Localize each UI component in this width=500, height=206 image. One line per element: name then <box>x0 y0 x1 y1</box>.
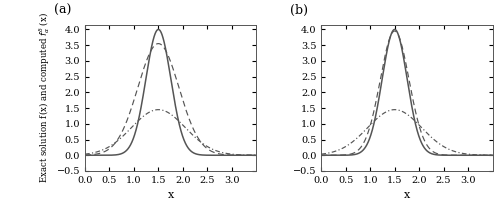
X-axis label: x: x <box>168 190 173 200</box>
X-axis label: x: x <box>404 190 410 200</box>
Text: (a): (a) <box>54 4 72 18</box>
Y-axis label: Exact solution f(x) and computed $f_\alpha^\delta$ (x): Exact solution f(x) and computed $f_\alp… <box>38 12 52 183</box>
Text: (b): (b) <box>290 4 308 18</box>
